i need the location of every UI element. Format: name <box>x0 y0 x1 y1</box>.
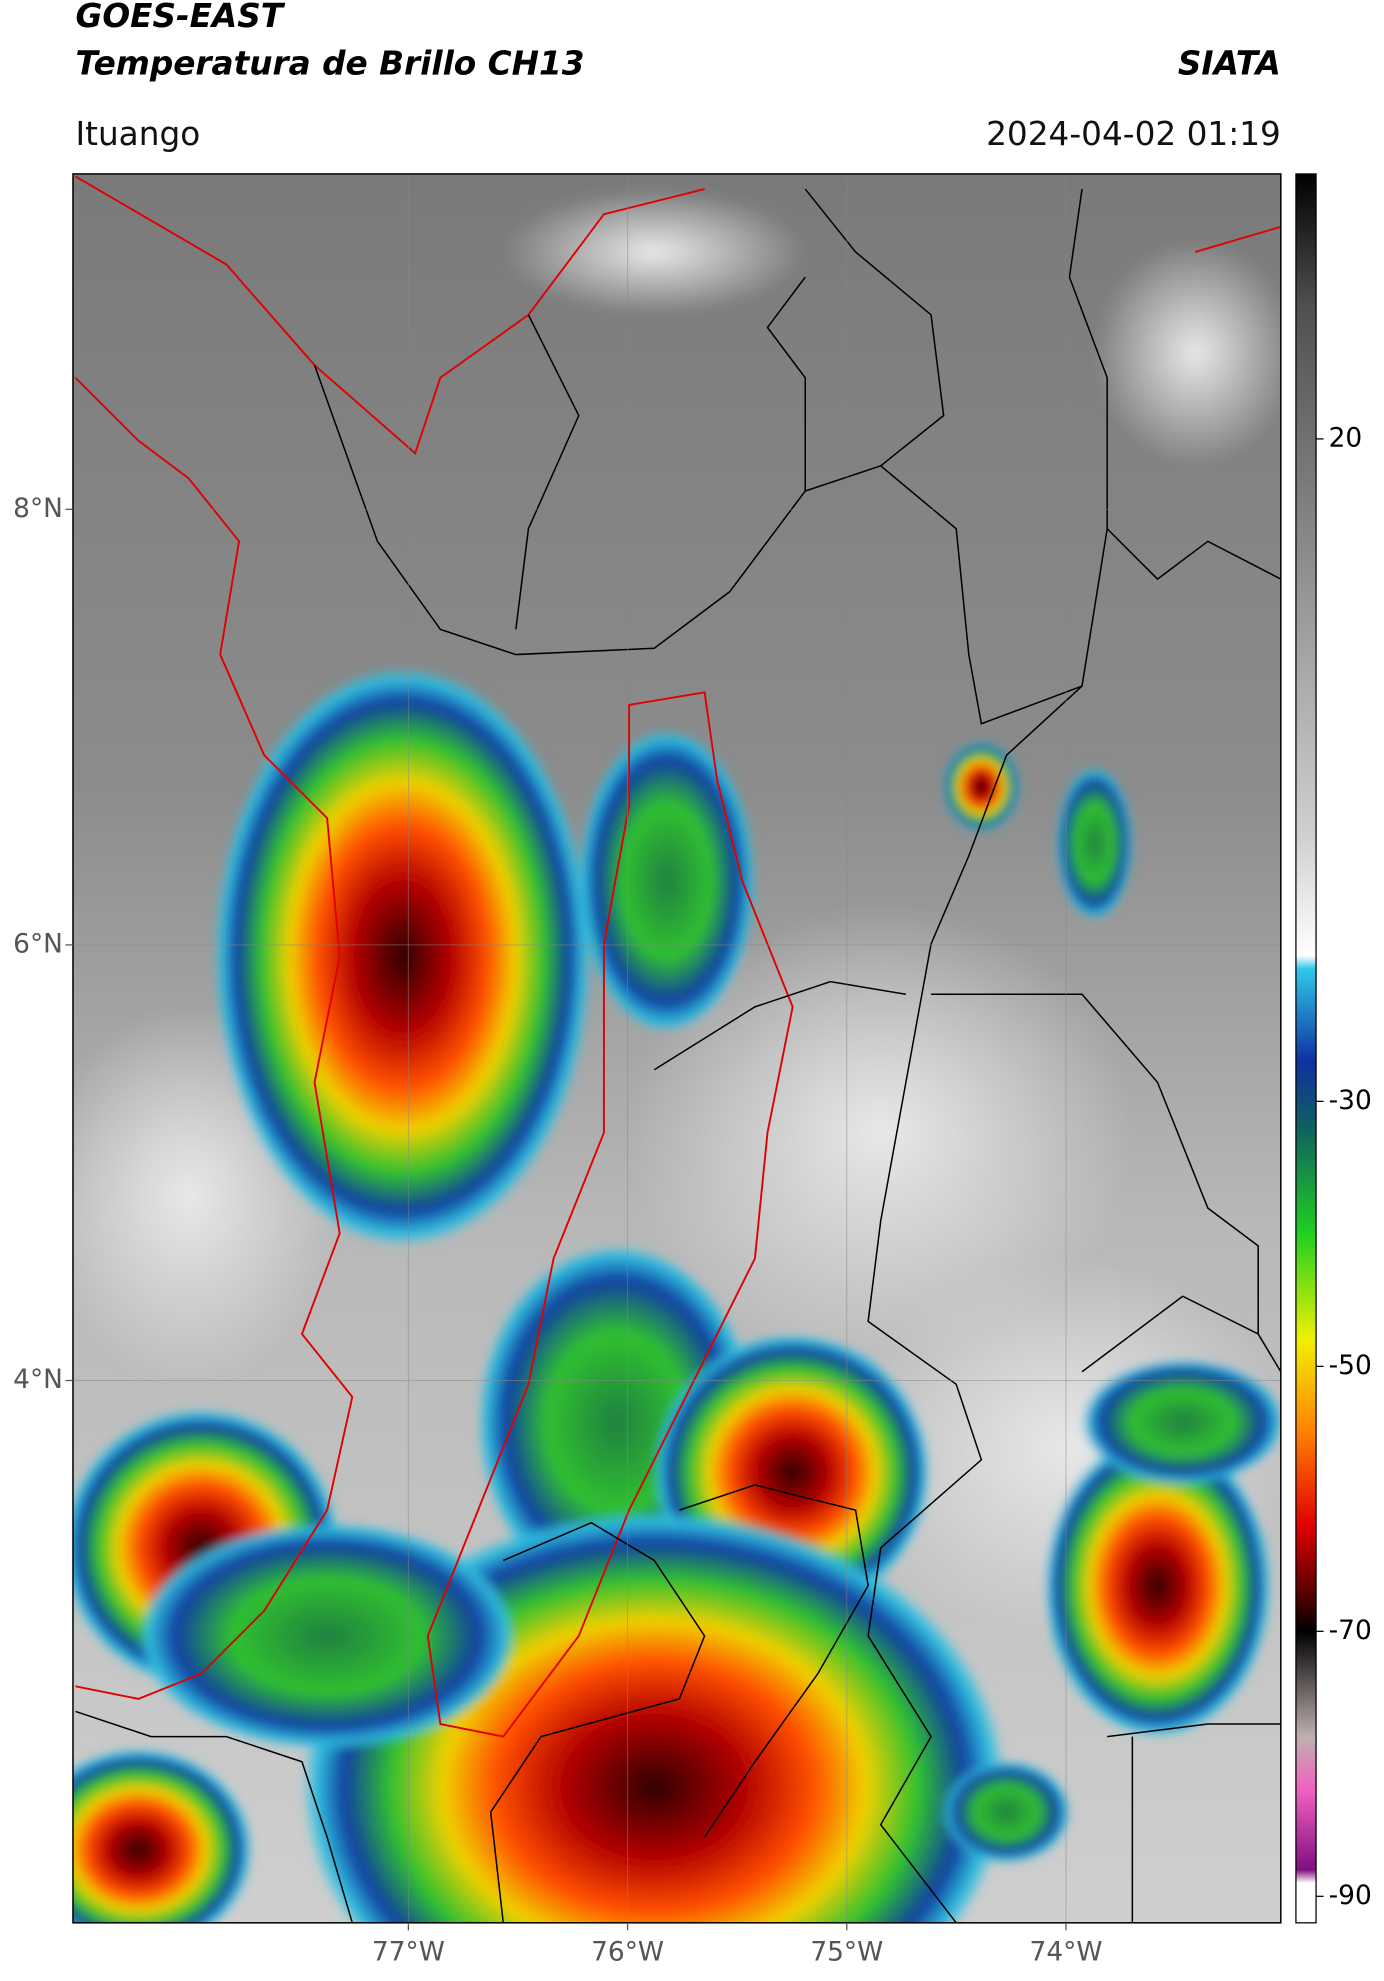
datetime: 2024-04-02 01:19 <box>986 115 1281 153</box>
lat-tick-label: 8°N <box>13 493 63 524</box>
lat-tick-label: 4°N <box>13 1364 63 1395</box>
colorbar-tick-label: -50 <box>1329 1350 1372 1381</box>
location: Ituango <box>75 115 200 153</box>
title: GOES-EAST <box>75 0 285 35</box>
map-frame <box>72 173 1282 1924</box>
colorbar-tick-label: -90 <box>1329 1880 1372 1911</box>
lon-tick-label: 76°W <box>591 1937 664 1968</box>
lon-tick-label: 77°W <box>372 1937 445 1968</box>
subtitle: Temperatura de Brillo CH13 <box>75 45 584 83</box>
satellite-image <box>72 173 1281 1923</box>
colorbar-tick-label: 20 <box>1329 422 1363 453</box>
colorbar-tick-label: -30 <box>1329 1085 1372 1116</box>
colorbar-tick-label: -70 <box>1329 1615 1372 1646</box>
lon-tick-label: 75°W <box>810 1937 883 1968</box>
colorbar <box>1295 173 1317 1924</box>
source: SIATA <box>1178 45 1281 83</box>
lat-tick-label: 6°N <box>13 928 63 959</box>
lon-tick-label: 74°W <box>1030 1937 1103 1968</box>
